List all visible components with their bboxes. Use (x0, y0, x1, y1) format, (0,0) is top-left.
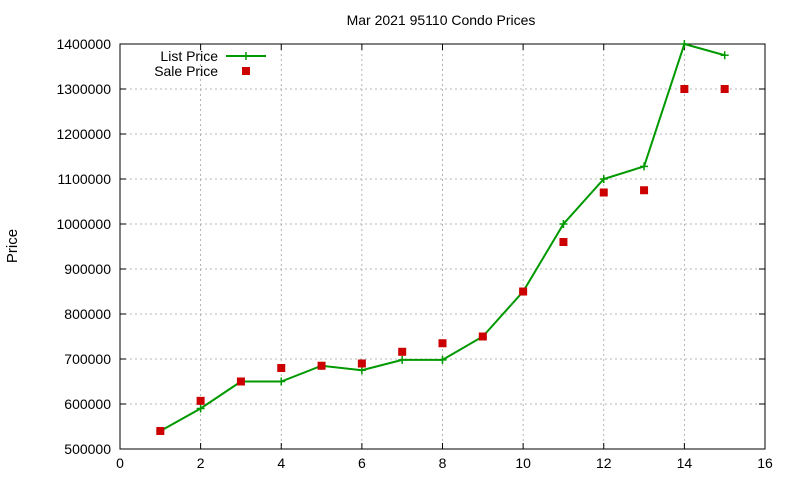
sale-price-point (156, 427, 165, 435)
y-tick-label: 900000 (64, 261, 111, 277)
sale-price-point (599, 188, 608, 197)
sale-price-point (196, 396, 205, 405)
y-tick-label: 1200000 (56, 126, 111, 142)
y-tick-label: 1000000 (56, 216, 111, 232)
legend-label-list-price: List Price (160, 48, 218, 64)
y-tick-label: 1400000 (56, 36, 111, 52)
legend-marker-list-price (242, 52, 250, 60)
y-axis-label: Price (4, 229, 21, 263)
x-tick-label: 4 (277, 455, 285, 471)
y-tick-label: 1100000 (58, 171, 112, 187)
sale-price-point (438, 339, 447, 348)
sale-price-point (317, 361, 326, 370)
sale-price-point (519, 287, 528, 296)
x-tick-label: 8 (439, 455, 447, 471)
sale-price-point (478, 332, 487, 341)
legend-marker-sale-price (242, 67, 250, 75)
legend-label-sale-price: Sale Price (154, 63, 218, 79)
x-tick-label: 6 (358, 455, 366, 471)
y-tick-label: 800000 (64, 306, 111, 322)
list-price-point (438, 355, 447, 364)
sale-price-point (640, 186, 649, 195)
list-price-point (599, 175, 608, 183)
y-tick-label: 500000 (64, 441, 111, 457)
sale-price-point (236, 377, 245, 386)
sale-price-point (277, 364, 286, 372)
y-tick-label: 700000 (64, 351, 111, 367)
x-tick-label: 14 (677, 455, 693, 471)
x-tick-label: 10 (515, 455, 531, 471)
sale-price-point (357, 359, 366, 368)
axes: 0 2 4 6 8 10 12 14 16 500000 600000 700000 800000 900… (56, 36, 773, 471)
sale-price-point (559, 238, 568, 246)
list-price-point (277, 377, 286, 386)
sale-price-point (398, 347, 407, 356)
list-price-point (398, 355, 407, 364)
y-tick-label: 1300000 (56, 81, 111, 97)
x-tick-label: 12 (596, 455, 612, 471)
y-tick-label: 600000 (64, 396, 111, 412)
list-price-point (559, 220, 568, 228)
sale-price-series (156, 85, 729, 435)
chart-title: Mar 2021 95110 Condo Prices (347, 12, 536, 28)
list-price-point (196, 404, 205, 413)
x-tick-label: 0 (116, 455, 124, 471)
list-price-point (357, 366, 366, 375)
plot-series (156, 40, 729, 435)
x-tick-label: 16 (757, 455, 773, 471)
list-price-point (680, 40, 689, 48)
list-price-point (640, 162, 649, 171)
sale-price-point (680, 85, 689, 93)
x-tick-label: 2 (197, 455, 205, 471)
list-price-point (720, 51, 729, 60)
sale-price-point (720, 85, 729, 93)
